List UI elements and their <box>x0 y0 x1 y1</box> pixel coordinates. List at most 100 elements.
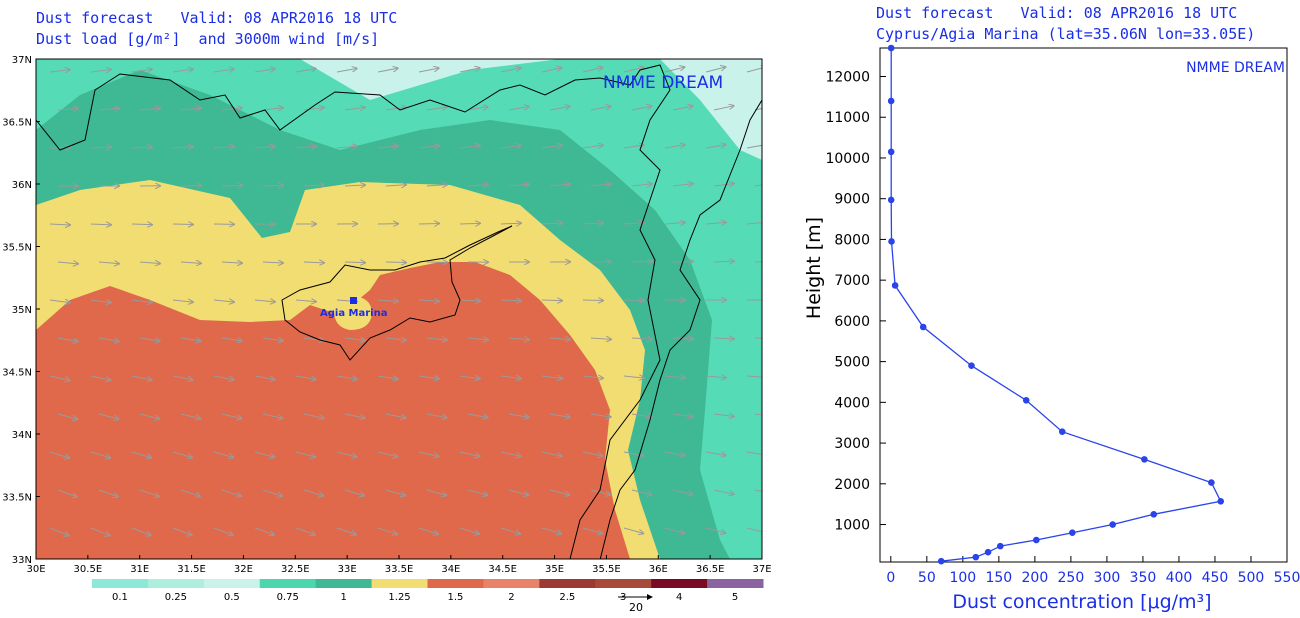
wind-arrow <box>90 375 111 380</box>
wind-arrow <box>426 413 447 418</box>
wind-arrow <box>303 262 324 263</box>
wind-arrow <box>418 376 439 379</box>
wind-arrow <box>90 300 111 303</box>
station-label: Agia Marina <box>320 308 387 319</box>
colorbar-label: 2 <box>508 592 514 603</box>
y-tick-label: 3000 <box>834 436 870 452</box>
y-tick-label: 5000 <box>834 355 870 371</box>
wind-arrow <box>139 489 159 496</box>
wind-arrow <box>500 451 521 456</box>
wind-arrow <box>623 145 644 148</box>
wind-arrow <box>221 489 241 496</box>
wind-arrow <box>213 300 234 302</box>
wind-arrow <box>385 338 406 340</box>
profile-point <box>972 553 980 561</box>
wind-arrow <box>57 413 77 419</box>
wind-arrow <box>213 527 233 535</box>
wind-arrow <box>746 67 762 73</box>
wind-arrow <box>590 338 611 339</box>
wind-arrow <box>344 489 364 496</box>
y-tick-label: 9000 <box>834 192 870 208</box>
wind-arrow <box>754 261 762 263</box>
y-tick-label: 12000 <box>825 70 870 86</box>
wind-arrow <box>139 413 159 419</box>
colorbar-swatch <box>259 579 317 588</box>
colorbar-label: 5 <box>732 592 738 603</box>
wind-arrow <box>541 376 562 378</box>
lat-label: 35N <box>12 305 32 316</box>
wind-arrow <box>57 337 78 342</box>
y-tick-label: 1000 <box>834 518 870 534</box>
colorbar-label: 1.25 <box>388 592 410 603</box>
wind-arrow <box>262 413 283 418</box>
profile-point <box>984 548 992 556</box>
lat-label: 33.5N <box>2 493 32 504</box>
lon-label: 31E <box>130 564 149 575</box>
wind-arrow <box>377 376 398 379</box>
dust-load-map: NMME DREAM Agia Marina 37N36.5N36N35.5N3… <box>2 55 771 614</box>
profile-point <box>1069 529 1076 536</box>
wind-arrow <box>418 527 438 534</box>
wind-arrow <box>344 338 365 340</box>
wind-arrow <box>467 184 488 186</box>
wind-arrow <box>344 107 365 110</box>
lon-label: 35.5E <box>592 564 621 575</box>
y-tick-label: 11000 <box>825 110 870 126</box>
colorbar-swatch <box>315 579 373 588</box>
wind-arrow <box>221 185 242 186</box>
wind-arrow <box>213 451 233 457</box>
wind-arrow <box>418 300 439 301</box>
wind-arrow <box>541 145 562 148</box>
wind-arrow <box>172 375 193 380</box>
wind-arrow <box>549 489 569 495</box>
dust-profile-chart: NMME DREAM 0 50 100 150 200 250 300 350 400 450 50… <box>803 44 1300 613</box>
colorbar-label: 0.1 <box>112 592 128 603</box>
wind-arrow <box>139 338 160 341</box>
wind-arrow <box>664 527 684 533</box>
wind-arrow <box>467 413 488 418</box>
x-tick-label: 150 <box>985 570 1012 586</box>
wind-arrow <box>705 376 726 378</box>
profile-series <box>887 44 1225 565</box>
lat-label: 36.5N <box>2 118 32 129</box>
wind-arrow <box>713 489 734 494</box>
profile-point <box>937 557 945 565</box>
lat-label: 34N <box>12 430 32 441</box>
wind-arrow <box>500 145 521 148</box>
wind-arrow <box>754 489 762 492</box>
lon-label: 31.5E <box>177 564 206 575</box>
wind-arrow <box>746 452 762 455</box>
wind-arrow <box>541 68 562 73</box>
wind-arrow <box>262 338 283 341</box>
wind-arrow <box>336 451 356 457</box>
wind-arrow <box>377 300 398 301</box>
y-tick-label: 4000 <box>834 395 870 411</box>
wind-arrow <box>172 300 193 302</box>
profile-brand-label: NMME DREAM <box>1186 60 1285 76</box>
wind-arrow <box>139 108 160 110</box>
wind-arrow <box>90 527 110 535</box>
x-tick-label: 550 <box>1274 570 1300 586</box>
wind-arrow <box>664 451 685 456</box>
wind-arrow <box>705 222 726 224</box>
wind-arrow <box>459 300 480 301</box>
wind-arrow <box>705 67 725 73</box>
wind-arrow <box>385 107 406 110</box>
wind-arrow <box>623 67 643 73</box>
wind-arrow <box>590 414 611 417</box>
lon-label: 33.5E <box>385 564 414 575</box>
profile-point <box>887 196 895 204</box>
wind-arrow <box>459 68 480 73</box>
wind-arrow <box>344 262 365 263</box>
profile-title: Dust forecast Valid: 08 APR2016 18 UTC C… <box>876 3 1255 45</box>
wind-arrow <box>139 262 160 263</box>
wind-arrow <box>98 413 118 419</box>
profile-point <box>1217 498 1225 505</box>
wind-arrow <box>385 185 406 186</box>
wind-arrow <box>336 146 357 148</box>
profile-point <box>1208 479 1215 486</box>
wind-arrow <box>746 527 762 533</box>
profile-point <box>888 238 895 245</box>
lon-label: 35E <box>545 564 564 575</box>
wind-arrow <box>590 489 610 495</box>
